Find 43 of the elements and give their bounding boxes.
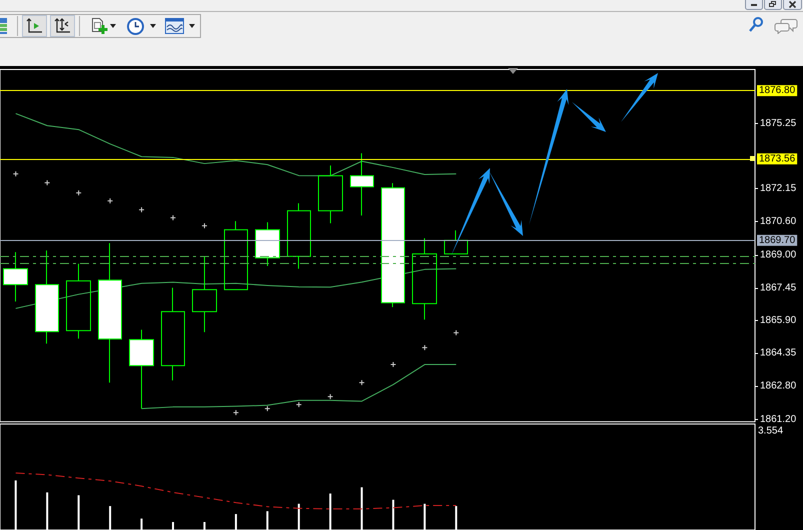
point xyxy=(170,215,176,220)
point xyxy=(44,180,50,186)
candlestick xyxy=(224,220,248,290)
text: 3.554 xyxy=(758,426,784,436)
candlestick xyxy=(192,256,217,333)
y-tick-label: 1861.20 xyxy=(760,414,797,426)
candlestick xyxy=(412,238,437,320)
candlestick xyxy=(35,250,59,344)
line-series xyxy=(15,113,457,176)
candlestick xyxy=(318,164,343,224)
point xyxy=(202,223,207,228)
candlestick xyxy=(3,252,28,302)
point xyxy=(328,394,333,400)
point xyxy=(454,330,459,336)
candlestick xyxy=(287,202,311,270)
y-tick-label: 1869.00 xyxy=(760,250,797,261)
candlestick xyxy=(98,242,122,384)
candlestick xyxy=(350,152,374,216)
point xyxy=(359,380,364,386)
ref-line-label: 1873.56 xyxy=(759,153,796,164)
point xyxy=(390,362,396,368)
candlestick xyxy=(381,182,405,308)
candlestick xyxy=(129,329,154,410)
point xyxy=(264,406,270,412)
y-tick-label: 1864.35 xyxy=(760,348,797,359)
candlestick xyxy=(255,222,280,267)
point xyxy=(76,190,82,196)
point xyxy=(296,402,302,408)
y-tick-label: 1867.45 xyxy=(760,282,797,294)
point xyxy=(13,171,18,176)
point xyxy=(422,345,428,350)
y-tick-label: 1872.15 xyxy=(760,183,797,194)
candlestick xyxy=(161,287,185,381)
ref-line-label: 1876.80 xyxy=(759,85,796,96)
point xyxy=(139,207,144,212)
y-tick-label: 1875.25 xyxy=(760,118,797,129)
y-tick-label: 1862.80 xyxy=(760,380,797,392)
ref-line-label: 1869.70 xyxy=(759,234,796,246)
point xyxy=(108,198,113,204)
y-tick-label: 1865.90 xyxy=(760,314,797,326)
y-tick-label: 1870.60 xyxy=(760,216,797,227)
candlestick xyxy=(66,263,91,340)
point xyxy=(233,410,238,416)
